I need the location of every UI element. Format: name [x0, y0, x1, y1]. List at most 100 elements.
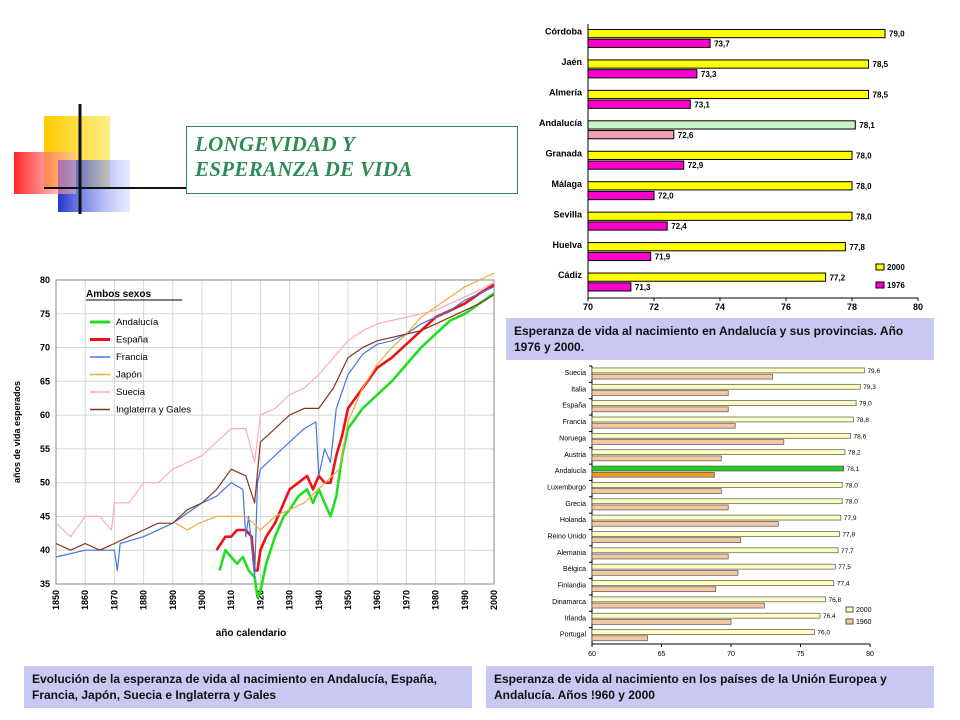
bar-label-2000: 77,5	[838, 564, 851, 571]
bar-1960	[591, 504, 729, 511]
category-label: Andalucía	[555, 468, 586, 475]
bar-1976	[587, 38, 711, 48]
y-tick-label: 60	[40, 410, 50, 420]
bar-2000	[591, 383, 861, 390]
x-tick-label: 1870	[109, 590, 119, 610]
bar-2000	[591, 498, 843, 505]
y-axis-title: años de vida esperados	[12, 381, 22, 483]
x-tick-label: 1890	[168, 590, 178, 610]
x-axis-title: año calendario	[216, 628, 287, 639]
category-label: Córdoba	[545, 27, 583, 37]
title-box: LONGEVIDAD Y ESPERANZA DE VIDA	[186, 126, 518, 194]
eu-bar-chart: 60 65 70 75 80 Suecia 79,6 Italia 79,3 España 79,0…	[547, 365, 880, 658]
bar-1976	[587, 282, 632, 292]
bar-2000	[591, 514, 842, 521]
x-tick-label: 65	[658, 651, 666, 658]
legend-swatch-2000	[845, 606, 854, 613]
x-tick-label: 1970	[401, 590, 411, 610]
bar-1976	[587, 130, 675, 140]
bar-label-1976: 71,9	[655, 253, 671, 262]
bar-1960	[591, 488, 722, 494]
bar-1960	[591, 602, 765, 609]
bar-2000	[587, 242, 846, 252]
y-tick-label: 50	[40, 478, 50, 488]
y-tick-label: 55	[40, 444, 50, 454]
bar-label-1976: 72,6	[678, 131, 694, 140]
bar-label-2000: 78,5	[873, 60, 889, 69]
x-tick-label: 1900	[197, 590, 207, 610]
bar-1960	[591, 373, 774, 380]
bar-2000	[591, 612, 821, 619]
x-tick-label: 1980	[431, 590, 441, 610]
legend-label: Suecia	[116, 387, 146, 398]
bar-1976	[587, 190, 655, 201]
legend-label: Andalucía	[116, 317, 159, 328]
bar-1960	[591, 619, 732, 625]
series-line	[55, 282, 495, 538]
category-label: Francia	[563, 419, 586, 426]
bar-2000	[591, 482, 843, 488]
bar-2000	[591, 367, 865, 374]
bar-label-2000: 79,0	[889, 30, 905, 39]
category-label: Huelva	[552, 240, 583, 250]
category-label: Luxemburgo	[547, 484, 586, 491]
bar-2000	[591, 433, 851, 439]
legend-label-2000: 2000	[856, 607, 872, 614]
bar-label-2000: 77,7	[841, 548, 854, 555]
bar-2000	[591, 596, 826, 603]
x-tick-label: 60	[588, 651, 596, 658]
legend-title: Ambos sexos	[86, 289, 151, 300]
series-line	[175, 272, 495, 531]
bar-2000	[591, 563, 836, 570]
bar-label-1976: 73,3	[701, 70, 717, 79]
bar-2000	[587, 211, 853, 221]
x-tick-label: 1860	[80, 590, 90, 610]
x-tick-label: 72	[649, 302, 659, 312]
bar-2000	[587, 28, 886, 39]
bar-label-1976: 71,3	[635, 283, 651, 292]
bar-1976	[587, 99, 691, 109]
category-label: Sevilla	[553, 209, 583, 219]
y-tick-label: 45	[40, 511, 50, 521]
category-label: Finlandia	[558, 583, 587, 590]
y-tick-label: 70	[40, 343, 50, 353]
line-chart-caption: Evolución de la esperanza de vida al nac…	[24, 666, 472, 708]
bar-2000	[587, 150, 853, 160]
category-label: Jaén	[561, 57, 582, 67]
bar-2000	[591, 629, 815, 635]
bar-label-2000: 77,8	[849, 243, 865, 252]
bar-1960	[591, 635, 648, 642]
bar-label-2000: 78,2	[848, 450, 861, 457]
x-tick-label: 1990	[460, 590, 470, 610]
bar-2000	[591, 547, 839, 554]
bar-label-2000: 78,1	[859, 121, 875, 130]
category-label: Málaga	[551, 179, 583, 189]
decorative-logo	[14, 104, 188, 214]
x-tick-label: 80	[913, 302, 923, 312]
legend-label: Inglaterra y Gales	[116, 405, 191, 416]
category-label: Holanda	[560, 517, 586, 524]
provinces-bar-chart: 70 72 74 76 78 80 Córdoba 79,0 73,7 Jaén 78,5 73,3 A…	[539, 24, 923, 312]
series-line	[218, 292, 495, 599]
bar-label-2000: 79,6	[867, 368, 880, 375]
bar-label-2000: 77,8	[842, 531, 855, 538]
x-tick-label: 70	[727, 651, 735, 658]
category-label: Alemania	[557, 550, 586, 557]
x-tick-label: 1880	[139, 590, 149, 610]
bar-label-1976: 72,9	[688, 161, 704, 170]
legend-label: Francia	[116, 352, 148, 363]
bar-1960	[591, 390, 729, 396]
category-label: Italia	[571, 386, 586, 393]
bar-label-2000: 79,0	[859, 401, 872, 408]
x-tick-label: 80	[866, 651, 874, 658]
life-expectancy-line-chart: 35 40 45 50 55 60 65 70 75 80 1850 1860 1870 1880 1890…	[6, 268, 498, 642]
bar-2000	[587, 59, 869, 69]
x-tick-label: 70	[583, 302, 593, 312]
bar-2000	[587, 181, 853, 191]
bar-label-2000: 78,5	[873, 91, 889, 100]
legend-label: Japón	[116, 370, 142, 381]
x-tick-label: 75	[797, 651, 805, 658]
category-label: Grecia	[565, 501, 586, 508]
provinces-caption: Esperanza de vida al nacimiento en Andal…	[506, 318, 934, 360]
x-tick-label: 1910	[226, 590, 236, 610]
